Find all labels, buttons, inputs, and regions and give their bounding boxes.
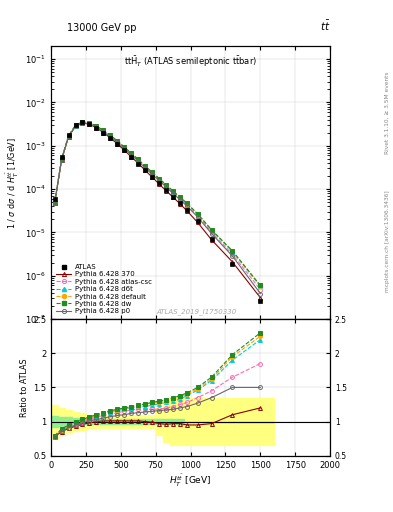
Legend: ATLAS, Pythia 6.428 370, Pythia 6.428 atlas-csc, Pythia 6.428 d6t, Pythia 6.428 : ATLAS, Pythia 6.428 370, Pythia 6.428 at…: [55, 263, 153, 316]
Text: mcplots.cern.ch [arXiv:1306.3436]: mcplots.cern.ch [arXiv:1306.3436]: [385, 190, 390, 291]
Text: $t\bar{t}$: $t\bar{t}$: [320, 19, 330, 33]
Y-axis label: 1 / $\sigma$ d$\sigma$ / d $H_T^{t\bar{t}}$ [1/GeV]: 1 / $\sigma$ d$\sigma$ / d $H_T^{t\bar{t…: [5, 137, 21, 228]
Text: 13000 GeV pp: 13000 GeV pp: [67, 23, 136, 33]
Text: ATLAS_2019_I1750330: ATLAS_2019_I1750330: [156, 308, 237, 315]
Text: Rivet 3.1.10, ≥ 3.5M events: Rivet 3.1.10, ≥ 3.5M events: [385, 71, 390, 154]
X-axis label: $H_T^{t\bar{t}}$ [GeV]: $H_T^{t\bar{t}}$ [GeV]: [169, 472, 212, 488]
Text: tt$\bar{\rm H}_T$ (ATLAS semileptonic t$\bar{\rm t}$bar): tt$\bar{\rm H}_T$ (ATLAS semileptonic t$…: [124, 54, 257, 69]
Y-axis label: Ratio to ATLAS: Ratio to ATLAS: [20, 358, 29, 417]
